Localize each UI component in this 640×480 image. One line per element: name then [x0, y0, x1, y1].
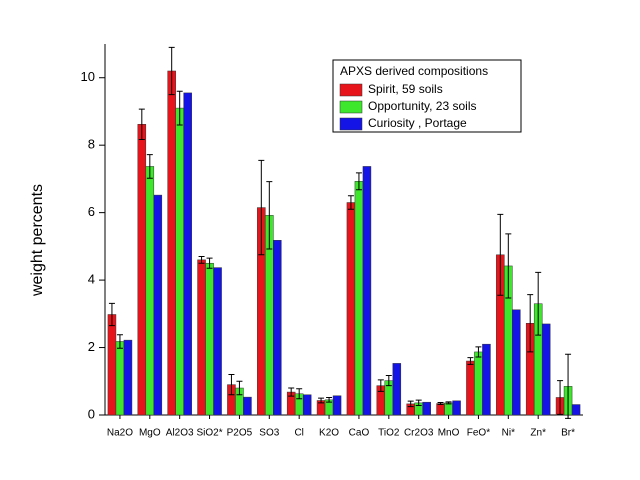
bar	[362, 166, 372, 416]
x-tick-label: TiO2	[378, 428, 400, 439]
error-bar	[467, 357, 474, 365]
bar	[123, 339, 133, 416]
error-bar	[116, 334, 123, 349]
error-bar	[377, 379, 384, 392]
error-bar	[236, 380, 243, 396]
error-bar	[258, 159, 265, 256]
bar	[115, 341, 125, 416]
x-tick-label: Zn*	[530, 428, 546, 439]
error-bar	[168, 46, 175, 96]
bar	[273, 240, 282, 416]
bar	[541, 323, 551, 416]
y-tick-label: 2	[88, 339, 95, 354]
error-bar	[198, 255, 205, 264]
bar	[436, 403, 445, 416]
x-tick-label: Na2O	[107, 428, 133, 439]
error-bar	[415, 399, 422, 407]
error-bar	[326, 396, 333, 403]
legend-box	[332, 59, 522, 133]
bar	[571, 404, 581, 416]
error-bar	[527, 294, 534, 353]
legend-swatch	[339, 117, 363, 131]
bar	[452, 400, 461, 416]
error-bar	[475, 346, 482, 358]
legend-title: APXS derived compositions	[340, 64, 488, 78]
error-bar	[138, 108, 145, 140]
bar	[302, 394, 312, 416]
legend-label: Curiosity , Portage	[368, 116, 467, 130]
error-bar	[266, 181, 273, 250]
error-bar	[385, 375, 392, 387]
bar	[183, 92, 192, 416]
x-tick-label: Cl	[294, 428, 303, 439]
error-bar	[557, 380, 564, 415]
error-bar	[347, 195, 354, 210]
y-tick-label: 0	[88, 406, 95, 421]
x-tick-label: Ni*	[502, 428, 515, 439]
error-bar	[206, 257, 213, 269]
error-bar	[407, 400, 414, 408]
x-tick-label: P2O5	[227, 428, 253, 439]
x-tick-label: Cr2O3	[404, 428, 434, 439]
x-tick-label: SO3	[259, 428, 279, 439]
error-bar	[228, 374, 235, 396]
x-tick-label: Al2O3	[166, 428, 194, 439]
bar	[444, 402, 453, 416]
error-bar	[176, 90, 183, 126]
x-tick-label: CaO	[349, 428, 370, 439]
bar	[145, 166, 155, 416]
bar	[392, 363, 402, 416]
error-bar	[437, 402, 444, 406]
bar	[332, 395, 342, 416]
error-bar	[108, 302, 115, 327]
bar	[107, 314, 117, 416]
y-tick-label: 10	[81, 69, 95, 84]
bar	[213, 267, 222, 416]
legend-swatch	[339, 100, 363, 114]
x-tick-label: MnO	[438, 428, 460, 439]
legend-label: Opportunity, 23 soils	[368, 99, 477, 113]
error-bar	[497, 213, 504, 296]
error-bar	[445, 401, 452, 405]
bar	[153, 194, 163, 416]
error-bar	[565, 353, 572, 419]
x-tick-label: Br*	[561, 428, 575, 439]
error-bar	[355, 172, 362, 191]
bar	[466, 360, 475, 416]
error-bar	[535, 271, 542, 336]
x-tick-label: K2O	[319, 428, 339, 439]
bar	[175, 107, 184, 416]
x-tick-label: FeO*	[467, 428, 490, 439]
error-bar	[505, 233, 512, 299]
x-tick-label: MgO	[139, 428, 161, 439]
error-bar	[318, 397, 325, 404]
x-tick-label: SiO2*	[197, 428, 223, 439]
bar	[474, 351, 483, 416]
bar	[197, 259, 206, 416]
legend-label: Spirit, 59 soils	[368, 82, 443, 96]
error-bar	[288, 387, 295, 397]
bar	[243, 396, 252, 416]
bar	[482, 343, 491, 416]
y-tick-label: 4	[88, 272, 95, 287]
bar	[422, 401, 431, 416]
y-axis-label: weight percents	[29, 184, 46, 297]
bar	[354, 181, 364, 416]
bar	[512, 309, 521, 416]
y-tick-label: 6	[88, 204, 95, 219]
bar	[137, 124, 147, 416]
bar	[205, 262, 214, 416]
error-bar	[296, 388, 303, 400]
y-tick-label: 8	[88, 137, 95, 152]
bar	[167, 70, 176, 416]
bar	[346, 202, 356, 416]
legend-swatch	[339, 83, 363, 97]
error-bar	[146, 154, 153, 179]
